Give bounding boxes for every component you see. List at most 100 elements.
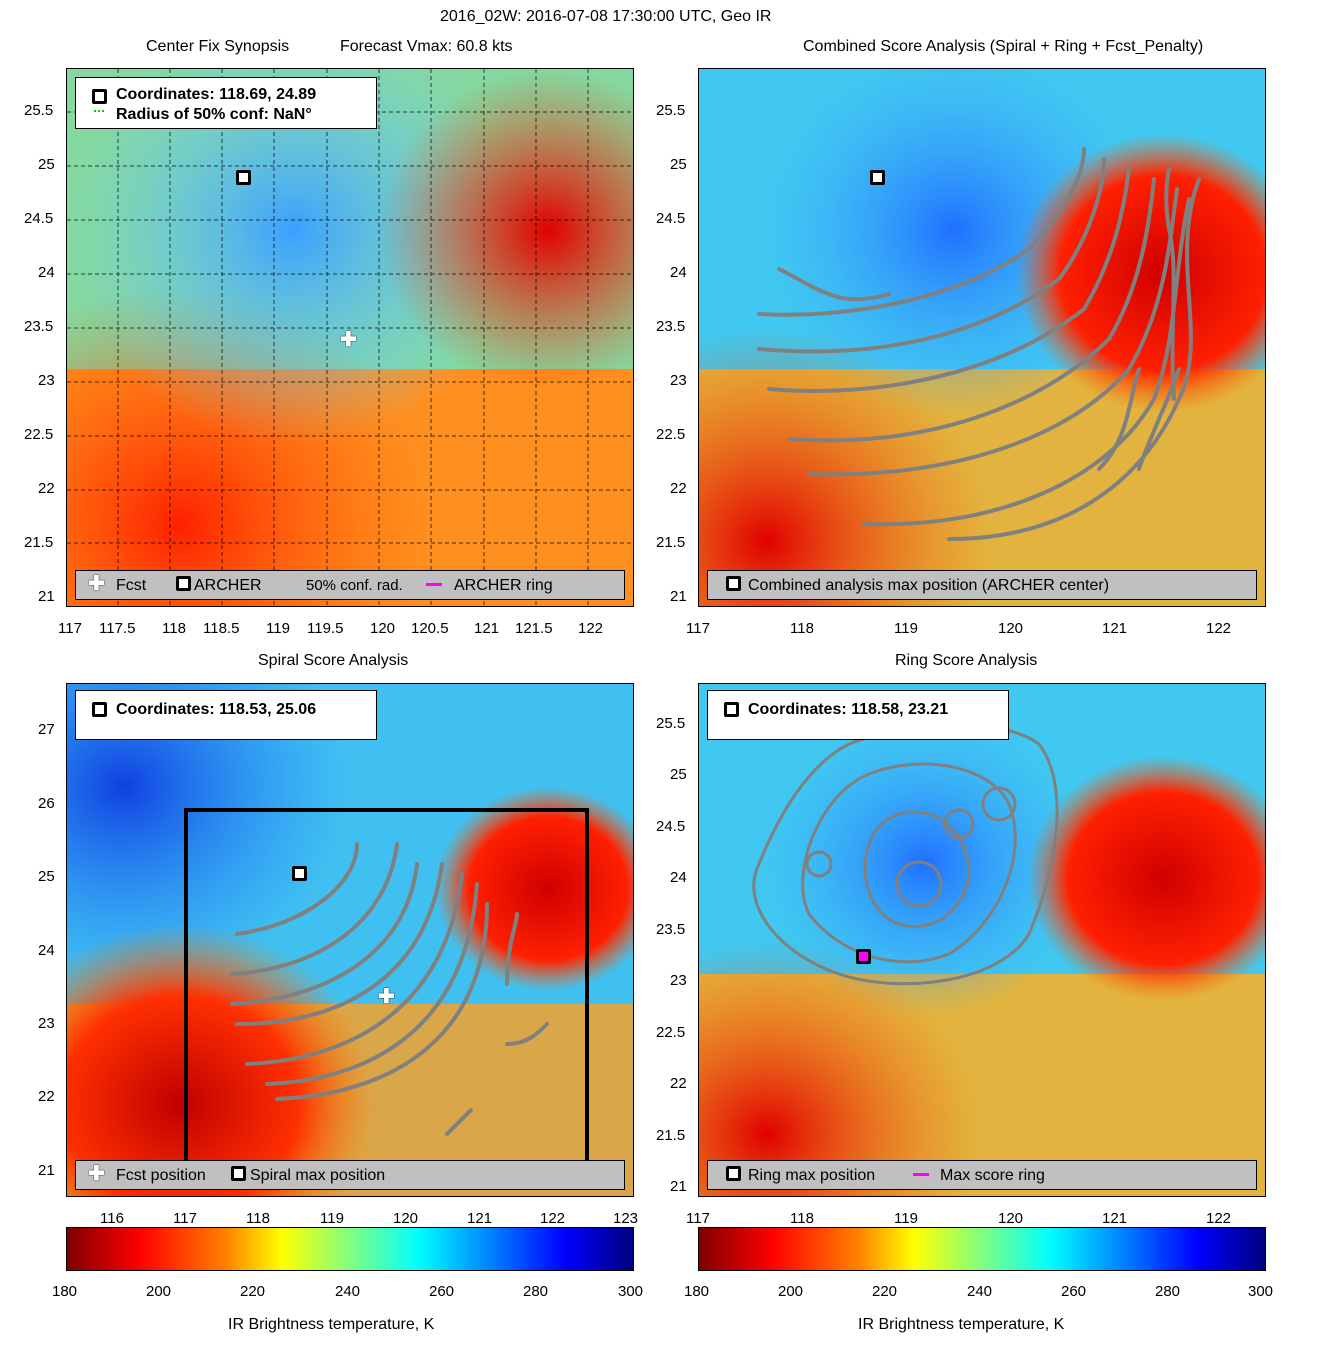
ring-plot-area: Coordinates: 118.58, 23.21 Ring max posi… <box>698 683 1266 1197</box>
legend-archer: ARCHER <box>194 577 262 594</box>
spiral-square-icon <box>231 1166 246 1182</box>
combined-max-marker <box>870 169 885 187</box>
ring-title: Ring Score Analysis <box>895 652 1038 669</box>
synopsis-ytick: 22.5 <box>24 426 54 443</box>
ring-ytick: 25 <box>670 766 687 783</box>
colorbar-right-tick: 280 <box>1155 1283 1181 1300</box>
spiral-max-marker <box>292 865 307 883</box>
synopsis-xtick: 121 <box>474 620 500 637</box>
combined-xtick: 122 <box>1206 620 1232 637</box>
spiral-legend: ✚ Fcst position Spiral max position <box>75 1160 625 1190</box>
combined-ytick: 24 <box>670 264 687 281</box>
colorbar-right-label: IR Brightness temperature, K <box>858 1316 1065 1333</box>
colorbar-left-tick: 240 <box>335 1283 361 1300</box>
synopsis-vmax: Forecast Vmax: 60.8 kts <box>340 38 513 55</box>
colorbar-left-tick: 300 <box>618 1283 644 1300</box>
synopsis-xtick: 118 <box>162 620 186 637</box>
spiral-plot-area: ✚ Coordinates: 118.53, 25.06 ✚ Fcst posi… <box>66 683 634 1197</box>
colorbar-right <box>698 1227 1266 1271</box>
colorbar-left <box>66 1227 634 1271</box>
ring-ytick: 25.5 <box>656 715 686 732</box>
legend-max-score-ring: Max score ring <box>940 1167 1045 1184</box>
archer-center-marker <box>236 169 251 187</box>
ring-legend: Ring max position Max score ring <box>707 1160 1257 1190</box>
synopsis-ytick: 21 <box>38 588 55 605</box>
synopsis-ytick: 24.5 <box>24 210 54 227</box>
synopsis-plot-area: ✚ Coordinates: 118.69, 24.89 Radius of 5… <box>66 68 634 607</box>
ring-ytick: 21.5 <box>656 1127 686 1144</box>
legend-conf-rad: 50% conf. rad. <box>306 577 403 594</box>
forecast-position-marker: ✚ <box>340 329 357 351</box>
combined-ytick: 23 <box>670 372 687 389</box>
combined-ytick: 23.5 <box>656 318 686 335</box>
spiral-ytick: 25 <box>38 868 55 885</box>
ring-ir-field <box>699 684 1265 1196</box>
synopsis-xtick: 119 <box>266 620 290 637</box>
synopsis-xtick: 122 <box>578 620 604 637</box>
combined-square-icon <box>726 576 741 592</box>
colorbar-left-tick: 220 <box>240 1283 266 1300</box>
max-score-ring-line-icon <box>913 1173 929 1176</box>
spiral-ytick: 26 <box>38 795 55 812</box>
synopsis-xtick: 117 <box>58 620 82 637</box>
synopsis-ytick: 25 <box>38 156 55 173</box>
forecast-plus-icon: ✚ <box>88 1163 105 1185</box>
ring-max-marker <box>856 948 871 966</box>
synopsis-ytick: 23 <box>38 372 55 389</box>
archer-ring-line-icon <box>426 583 442 586</box>
colorbar-right-tick: 300 <box>1248 1283 1274 1300</box>
archer-square-icon <box>92 89 107 105</box>
combined-spiral-contours <box>757 147 1201 541</box>
ring-xtick: 120 <box>998 1210 1024 1227</box>
spiral-xtick: 116 <box>100 1210 124 1227</box>
spiral-title: Spiral Score Analysis <box>258 652 409 669</box>
ring-ytick: 24.5 <box>656 818 686 835</box>
spiral-coordinates: Coordinates: 118.53, 25.06 <box>116 701 317 718</box>
ring-contours <box>752 723 1059 986</box>
legend-ring-max: Ring max position <box>748 1167 876 1184</box>
spiral-xtick: 118 <box>246 1210 270 1227</box>
legend-combined-max: Combined analysis max position (ARCHER c… <box>748 577 1110 594</box>
spiral-xtick: 123 <box>613 1210 639 1227</box>
ring-xtick: 121 <box>1102 1210 1128 1227</box>
colorbar-left-tick: 280 <box>523 1283 549 1300</box>
combined-xtick: 121 <box>1102 620 1128 637</box>
ring-square-icon <box>726 1166 741 1182</box>
spiral-ytick: 24 <box>38 942 55 959</box>
ring-ytick: 22 <box>670 1075 687 1092</box>
ring-ytick: 23.5 <box>656 921 686 938</box>
synopsis-xtick: 120 <box>370 620 396 637</box>
combined-ytick: 25 <box>670 156 687 173</box>
synopsis-confidence-radius: Radius of 50% conf: NaN° <box>116 106 312 123</box>
combined-ir-field <box>699 69 1265 606</box>
forecast-plus-icon: ✚ <box>88 573 105 595</box>
combined-legend: Combined analysis max position (ARCHER c… <box>707 570 1257 600</box>
colorbar-right-tick: 260 <box>1061 1283 1087 1300</box>
spiral-xtick: 119 <box>320 1210 344 1227</box>
spiral-square-icon <box>92 702 107 718</box>
spiral-ytick: 27 <box>38 721 55 738</box>
legend-archer-ring: ARCHER ring <box>454 577 553 594</box>
combined-ytick: 21 <box>670 588 687 605</box>
legend-fcst-position: Fcst position <box>116 1167 206 1184</box>
spiral-fcst-marker: ✚ <box>378 986 395 1008</box>
colorbar-right-tick: 220 <box>872 1283 898 1300</box>
ring-ytick: 21 <box>670 1178 687 1195</box>
spiral-xtick: 122 <box>540 1210 566 1227</box>
ring-xtick: 117 <box>686 1210 710 1227</box>
ring-square-icon <box>724 702 739 718</box>
combined-xtick: 120 <box>998 620 1024 637</box>
combined-plot-area: Combined analysis max position (ARCHER c… <box>698 68 1266 607</box>
ring-coordinates-box: Coordinates: 118.58, 23.21 <box>707 690 1009 740</box>
synopsis-coordinates: Coordinates: 118.69, 24.89 <box>116 86 317 103</box>
spiral-ytick: 21 <box>38 1162 55 1179</box>
colorbar-left-tick: 180 <box>52 1283 78 1300</box>
synopsis-xtick: 119.5 <box>307 620 344 637</box>
spiral-coordinates-box: Coordinates: 118.53, 25.06 <box>75 690 377 740</box>
colorbar-right-tick: 240 <box>967 1283 993 1300</box>
spiral-ytick: 22 <box>38 1088 55 1105</box>
synopsis-title: Center Fix Synopsis <box>146 38 290 55</box>
synopsis-coordinates-box: Coordinates: 118.69, 24.89 Radius of 50%… <box>75 77 377 129</box>
ring-ytick: 22.5 <box>656 1024 686 1041</box>
combined-title: Combined Score Analysis (Spiral + Ring +… <box>803 38 1204 55</box>
